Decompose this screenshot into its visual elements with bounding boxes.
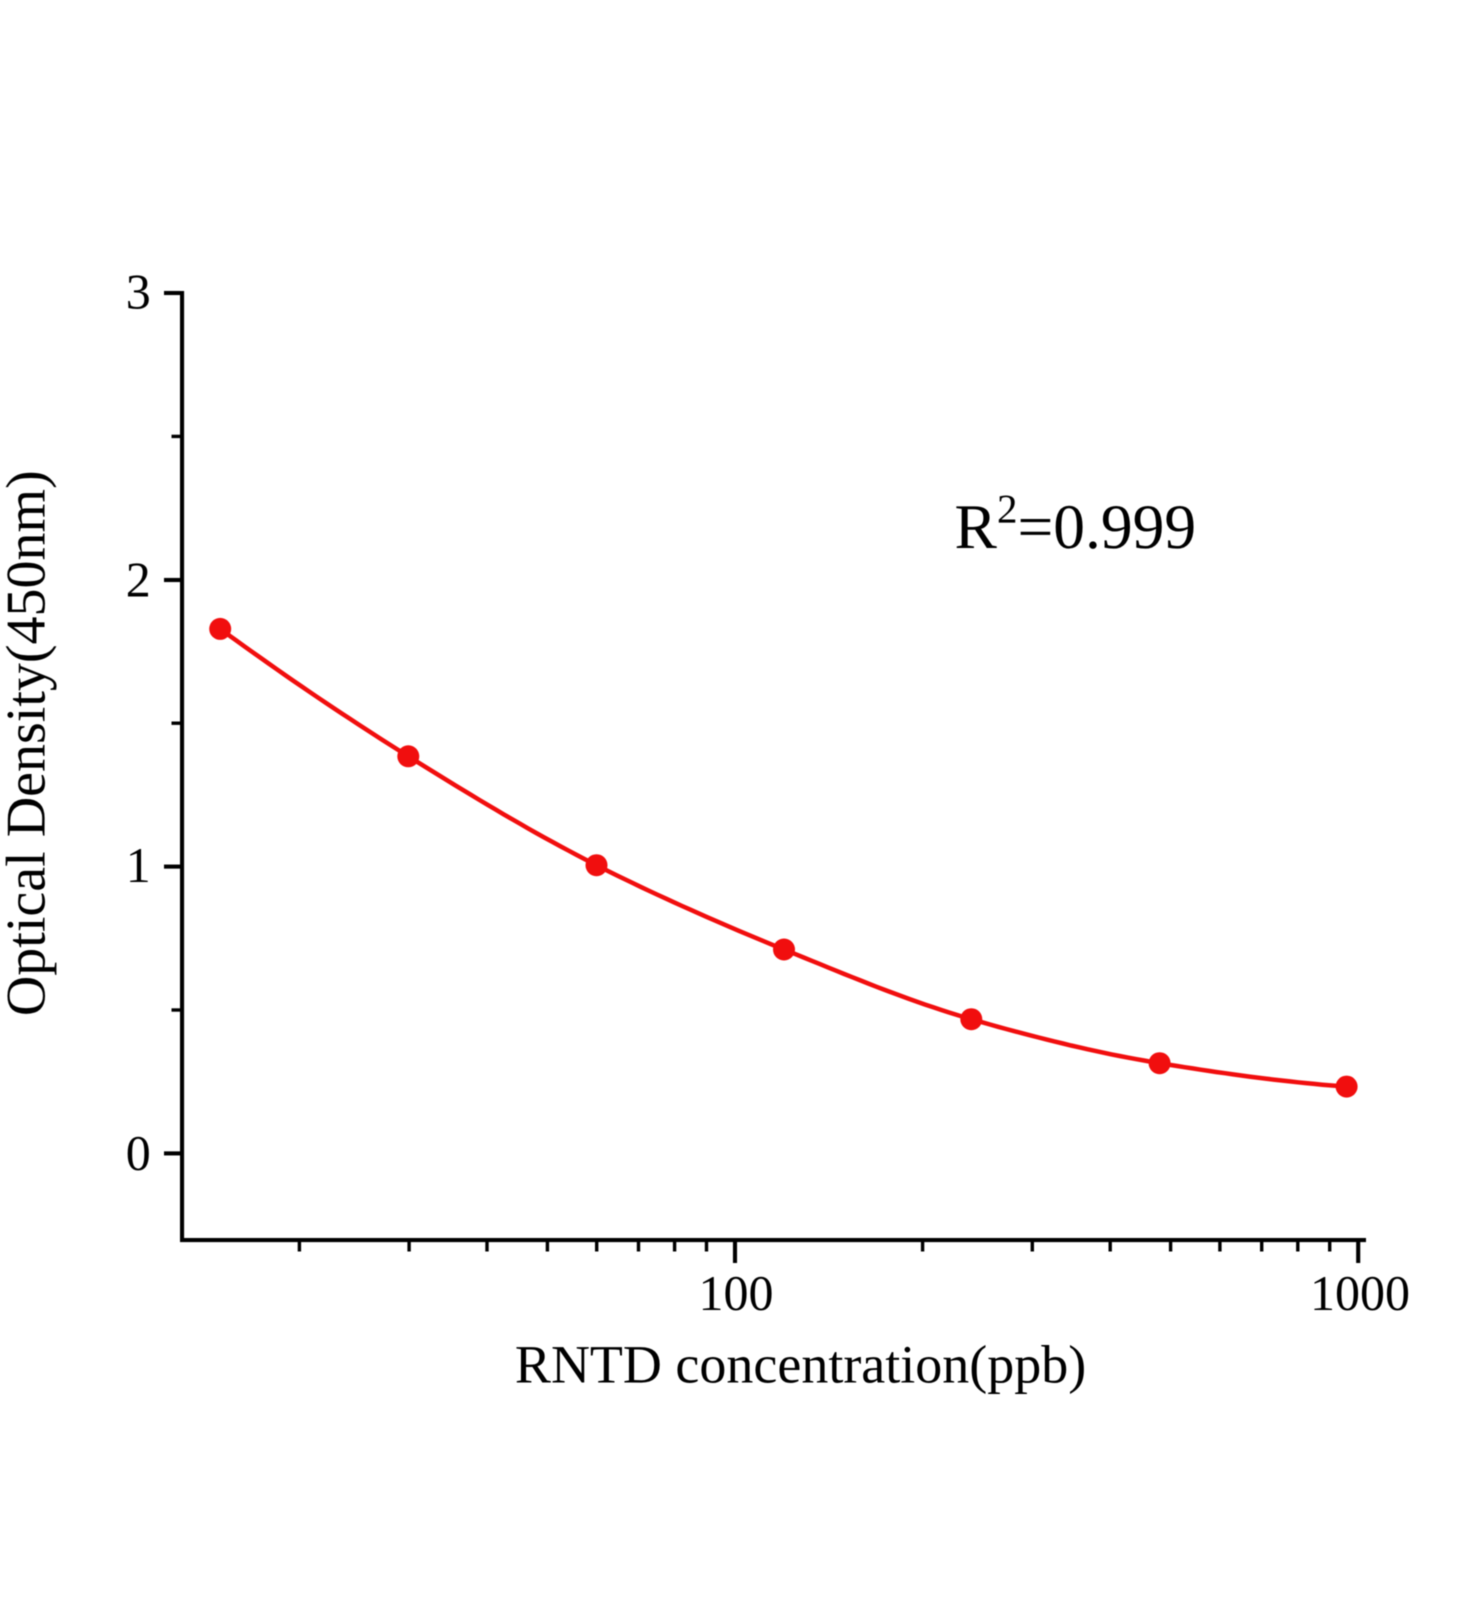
- svg-text:0: 0: [126, 1125, 151, 1181]
- svg-text:2: 2: [126, 552, 151, 608]
- svg-text:R: R: [955, 491, 998, 562]
- svg-text:RNTD concentration(ppb): RNTD concentration(ppb): [515, 1335, 1086, 1395]
- svg-text:100: 100: [699, 1265, 774, 1321]
- svg-text:1000: 1000: [1310, 1265, 1410, 1321]
- svg-text:1: 1: [126, 837, 151, 893]
- svg-text:=0.999: =0.999: [1018, 491, 1197, 562]
- svg-text:Optical Density(450nm): Optical Density(450nm): [0, 470, 57, 1016]
- svg-text:3: 3: [126, 264, 151, 320]
